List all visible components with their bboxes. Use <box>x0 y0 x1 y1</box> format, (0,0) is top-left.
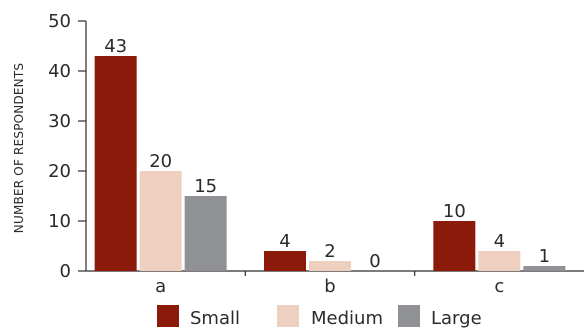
legend-swatch-small <box>157 305 179 327</box>
legend: Small Medium Large <box>157 305 482 329</box>
x-category-label: c <box>494 276 504 297</box>
legend-label-medium: Medium <box>311 308 383 329</box>
x-category-label: a <box>155 276 166 297</box>
y-tick-label: 40 <box>48 61 71 82</box>
y-axis-title: NUMBER OF RESPONDENTS <box>12 63 26 233</box>
data-label: 43 <box>104 36 127 57</box>
data-label: 15 <box>194 176 217 197</box>
data-label: 20 <box>149 151 172 172</box>
data-label: 1 <box>539 246 550 267</box>
legend-label-small: Small <box>190 308 240 329</box>
data-label: 4 <box>494 231 505 252</box>
data-label: 10 <box>443 201 466 222</box>
bars <box>94 56 566 271</box>
y-tick-label: 30 <box>48 111 71 132</box>
bar-small-b <box>264 251 306 271</box>
data-label: 4 <box>279 231 290 252</box>
x-axis: a b c <box>86 270 584 297</box>
y-tick-label: 0 <box>60 261 71 282</box>
legend-swatch-large <box>398 305 420 327</box>
y-tick-label: 20 <box>48 161 71 182</box>
data-label: 0 <box>369 251 380 272</box>
x-category-label: b <box>324 276 335 297</box>
y-axis: 0 10 20 30 40 50 <box>48 11 87 282</box>
bar-medium-b <box>309 261 351 271</box>
data-label: 2 <box>324 241 335 262</box>
legend-swatch-medium <box>277 305 299 327</box>
bar-medium-a <box>139 171 182 271</box>
y-tick-label: 50 <box>48 11 71 32</box>
bar-small-c <box>433 221 476 271</box>
bar-small-a <box>94 56 137 271</box>
y-tick-label: 10 <box>48 211 71 232</box>
legend-label-large: Large <box>431 308 482 329</box>
bar-large-c <box>523 266 566 271</box>
bar-medium-c <box>478 251 521 271</box>
bar-large-a <box>184 196 227 271</box>
